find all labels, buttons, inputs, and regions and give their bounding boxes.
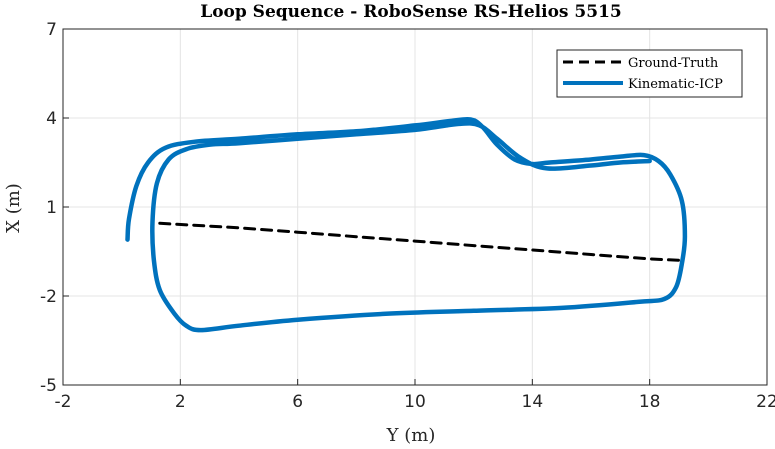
legend-label-kinematic-icp: Kinematic-ICP (628, 77, 723, 92)
series-ground-truth-line (158, 221, 684, 262)
y-axis-ticks: -5 -2 1 4 7 (40, 20, 69, 396)
y-tick-label: -2 (40, 287, 57, 307)
x-axis-label: Y (m) (386, 425, 436, 446)
chart-title: Loop Sequence - RoboSense RS-Helios 5515 (200, 2, 621, 22)
x-tick-label: -2 (55, 392, 72, 412)
legend: Ground-Truth Kinematic-ICP (556, 49, 743, 98)
x-tick-label: 10 (404, 392, 426, 412)
y-tick-label: 7 (46, 20, 57, 40)
x-tick-label: 2 (175, 392, 186, 412)
legend-label-ground-truth: Ground-Truth (628, 56, 719, 71)
x-tick-label: 6 (292, 392, 303, 412)
x-axis-ticks: -2 2 6 10 14 18 22 (55, 379, 775, 412)
series-kinematic-icp-line (125, 116, 688, 333)
x-tick-label: 14 (522, 392, 544, 412)
legend-box (556, 49, 743, 98)
y-tick-label: 4 (46, 109, 57, 129)
y-axis-label: X (m) (3, 183, 24, 233)
series-layer (125, 116, 688, 333)
y-tick-label: -5 (40, 376, 57, 396)
x-tick-label: 22 (756, 392, 775, 412)
x-tick-label: 18 (639, 392, 661, 412)
y-tick-label: 1 (46, 198, 57, 218)
